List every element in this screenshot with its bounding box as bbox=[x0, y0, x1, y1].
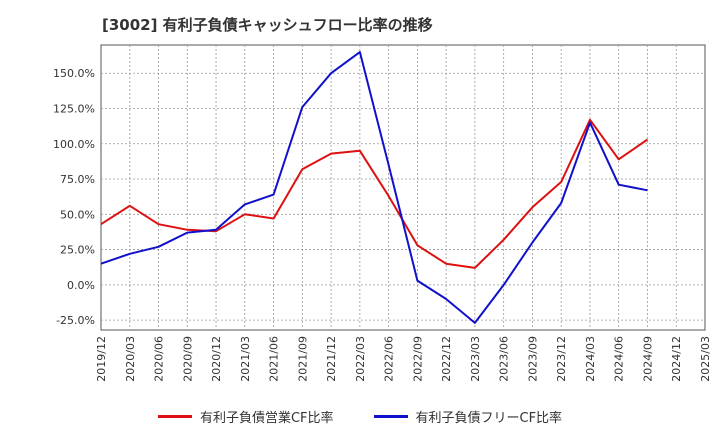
x-tick-label: 2020/06 bbox=[153, 336, 166, 382]
legend-item-free-cf: 有利子負債フリーCF比率 bbox=[373, 407, 563, 426]
series-line-operating-cf bbox=[100, 118, 649, 269]
legend-swatch-red bbox=[157, 414, 192, 418]
legend: 有利子負債営業CF比率 有利子負債フリーCF比率 bbox=[0, 404, 720, 428]
x-tick-label: 2022/06 bbox=[383, 336, 396, 382]
x-tick-label: 2023/03 bbox=[469, 336, 482, 382]
x-tick-label: 2024/12 bbox=[670, 336, 683, 382]
x-tick-label: 2022/09 bbox=[411, 336, 424, 382]
x-tick-label: 2023/06 bbox=[498, 336, 511, 382]
x-tick-label: 2020/09 bbox=[181, 336, 194, 382]
x-tick-label: 2022/12 bbox=[440, 336, 453, 382]
y-tick-label: 25.0% bbox=[60, 244, 95, 257]
y-tick-label: 150.0% bbox=[53, 67, 95, 80]
grid-lines bbox=[101, 45, 705, 330]
x-tick-label: 2021/03 bbox=[239, 336, 252, 382]
x-tick-label: 2023/12 bbox=[555, 336, 568, 382]
x-tick-label: 2023/09 bbox=[526, 336, 539, 382]
legend-label-operating-cf: 有利子負債営業CF比率 bbox=[199, 410, 334, 426]
plot-area-frame bbox=[100, 44, 706, 331]
x-tick-label: 2020/12 bbox=[210, 336, 223, 382]
y-tick-label: 100.0% bbox=[53, 138, 95, 151]
y-tick-label: 125.0% bbox=[53, 102, 95, 115]
y-axis-tick-labels: -25.0% 0.0% 25.0% 50.0% 75.0% 100.0% 125.0% 150… bbox=[53, 67, 95, 327]
series-lines bbox=[100, 51, 649, 324]
x-tick-label: 2024/09 bbox=[641, 336, 654, 382]
x-tick-label: 2020/03 bbox=[124, 336, 137, 382]
y-tick-label: 0.0% bbox=[67, 279, 95, 292]
legend-item-operating-cf: 有利子負債営業CF比率 bbox=[157, 407, 334, 426]
legend-label-free-cf: 有利子負債フリーCF比率 bbox=[415, 410, 563, 426]
x-tick-label: 2024/06 bbox=[613, 336, 626, 382]
x-tick-label: 2024/03 bbox=[584, 336, 597, 382]
y-tick-label: 75.0% bbox=[60, 173, 95, 186]
x-tick-label: 2021/12 bbox=[325, 336, 338, 382]
chart-title: [3002] 有利子負債キャッシュフロー比率の推移 bbox=[102, 16, 433, 34]
legend-swatch-blue bbox=[373, 414, 408, 418]
x-tick-label: 2025/03 bbox=[699, 336, 712, 382]
x-tick-label: 2022/03 bbox=[354, 336, 367, 382]
series-line-free-cf bbox=[100, 51, 648, 324]
x-tick-label: 2021/06 bbox=[268, 336, 281, 382]
x-tick-label: 2021/09 bbox=[296, 336, 309, 382]
y-tick-label: -25.0% bbox=[56, 314, 95, 327]
x-tick-label: 2019/12 bbox=[95, 336, 108, 382]
y-tick-label: 50.0% bbox=[60, 208, 95, 221]
x-axis-tick-labels: 2019/12 2020/03 2020/06 2020/09 2020/12 2021/… bbox=[95, 336, 712, 382]
